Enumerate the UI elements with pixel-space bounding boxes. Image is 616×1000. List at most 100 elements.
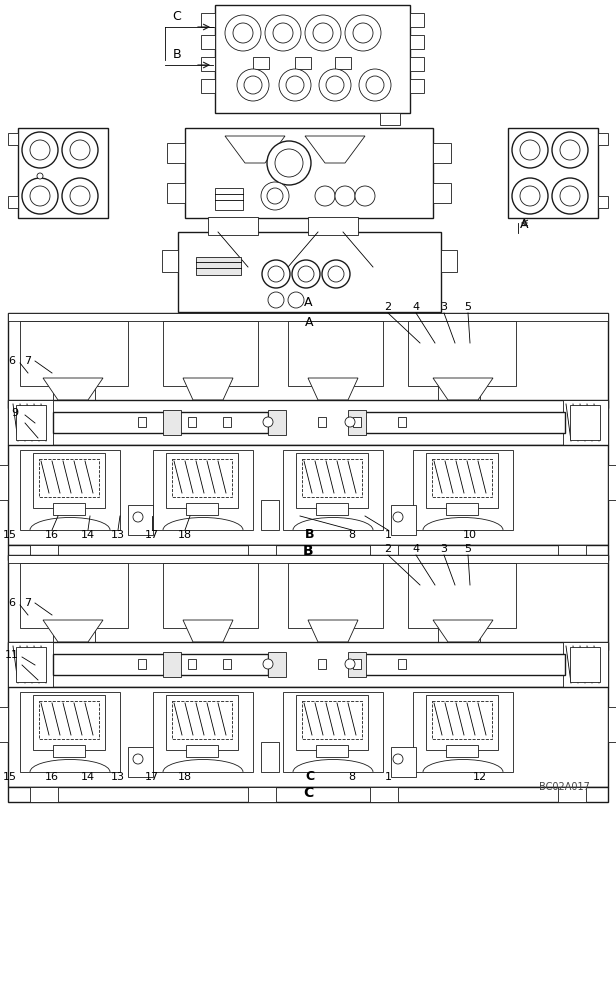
Bar	[370, 787, 398, 802]
Bar	[215, 188, 243, 210]
Circle shape	[37, 173, 43, 179]
Polygon shape	[433, 620, 493, 642]
Bar	[432, 701, 492, 739]
Text: 7: 7	[25, 598, 31, 608]
Bar	[186, 745, 218, 757]
Circle shape	[560, 140, 580, 160]
Text: 5: 5	[464, 544, 471, 554]
Bar	[8, 196, 18, 208]
Circle shape	[225, 15, 261, 51]
Bar	[8, 642, 53, 687]
Bar	[153, 692, 253, 772]
Bar	[570, 405, 600, 440]
Bar	[18, 128, 108, 218]
Bar	[268, 410, 286, 435]
Circle shape	[30, 186, 50, 206]
Circle shape	[298, 266, 314, 282]
Circle shape	[268, 292, 284, 308]
Polygon shape	[225, 136, 285, 163]
Bar	[608, 707, 616, 742]
Text: 3: 3	[440, 302, 447, 312]
Text: 17: 17	[145, 772, 159, 782]
Bar	[261, 500, 279, 530]
Bar	[391, 505, 416, 535]
Circle shape	[22, 178, 58, 214]
Text: 7: 7	[25, 356, 31, 366]
Text: 9: 9	[12, 408, 18, 418]
Bar	[8, 687, 608, 787]
Text: 4: 4	[413, 302, 419, 312]
Bar	[558, 787, 586, 802]
Bar	[295, 57, 311, 69]
Bar	[350, 654, 565, 675]
Circle shape	[267, 141, 311, 185]
Bar	[163, 410, 181, 435]
Bar	[53, 412, 268, 433]
Text: 13: 13	[111, 772, 125, 782]
Bar	[33, 453, 105, 508]
Circle shape	[355, 186, 375, 206]
Bar	[8, 133, 18, 145]
Bar	[433, 143, 451, 163]
Bar	[138, 659, 146, 669]
Text: 16: 16	[45, 772, 59, 782]
Circle shape	[261, 182, 289, 210]
Bar	[167, 143, 185, 163]
Circle shape	[345, 659, 355, 669]
Bar	[163, 563, 258, 628]
Text: 18: 18	[178, 772, 192, 782]
Bar	[380, 113, 400, 125]
Bar	[128, 747, 153, 777]
Text: 2: 2	[384, 544, 392, 554]
Circle shape	[512, 132, 548, 168]
Text: BC02A017: BC02A017	[539, 782, 590, 792]
Bar	[316, 503, 348, 515]
Bar	[8, 642, 608, 687]
Text: 6: 6	[9, 356, 15, 366]
Bar	[261, 742, 279, 772]
Bar	[8, 545, 608, 560]
Bar	[53, 745, 85, 757]
Bar	[413, 450, 513, 530]
Bar	[446, 503, 478, 515]
Text: 13: 13	[111, 530, 125, 540]
Text: 11: 11	[5, 650, 19, 660]
Circle shape	[288, 292, 304, 308]
Bar	[302, 459, 362, 497]
Circle shape	[244, 76, 262, 94]
Bar	[193, 378, 221, 400]
Bar	[162, 250, 178, 272]
Circle shape	[62, 132, 98, 168]
Bar	[426, 453, 498, 508]
Bar	[558, 545, 586, 560]
Bar	[8, 555, 608, 650]
Circle shape	[263, 417, 273, 427]
Circle shape	[393, 754, 403, 764]
Bar	[30, 545, 58, 560]
Text: 8: 8	[349, 530, 355, 540]
Bar	[8, 555, 608, 563]
Circle shape	[30, 140, 50, 160]
Bar	[53, 620, 95, 642]
Circle shape	[520, 186, 540, 206]
Bar	[348, 410, 366, 435]
Bar	[16, 647, 46, 682]
Bar	[53, 378, 95, 400]
Text: 4: 4	[413, 544, 419, 554]
Bar	[53, 654, 268, 675]
Bar	[318, 417, 326, 427]
Text: 14: 14	[81, 530, 95, 540]
Circle shape	[328, 266, 344, 282]
Circle shape	[263, 659, 273, 669]
Bar	[253, 57, 269, 69]
Text: 6: 6	[9, 598, 15, 608]
Circle shape	[133, 754, 143, 764]
Circle shape	[393, 512, 403, 522]
Bar	[20, 450, 120, 530]
Bar	[335, 57, 351, 69]
Text: 15: 15	[3, 530, 17, 540]
Circle shape	[273, 23, 293, 43]
Circle shape	[292, 260, 320, 288]
Circle shape	[233, 23, 253, 43]
Bar	[188, 417, 196, 427]
